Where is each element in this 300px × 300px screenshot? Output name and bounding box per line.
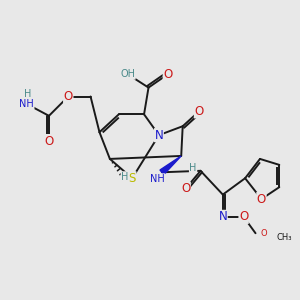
Text: NH: NH [150,174,165,184]
Text: O: O [64,90,73,103]
Text: N: N [218,210,227,224]
Text: H: H [189,163,197,173]
Text: S: S [128,172,136,185]
Text: N: N [154,129,163,142]
Text: O: O [260,229,267,238]
Text: O: O [257,193,266,206]
Text: H: H [25,88,32,98]
Text: O: O [181,182,190,195]
Text: O: O [44,135,54,148]
Text: O: O [163,68,172,81]
Text: OH: OH [120,69,135,79]
Text: CH₃: CH₃ [276,233,292,242]
Text: NH: NH [19,99,34,109]
Polygon shape [160,156,181,175]
Text: H: H [121,172,128,182]
Text: O: O [239,210,248,224]
Text: O: O [194,105,204,118]
